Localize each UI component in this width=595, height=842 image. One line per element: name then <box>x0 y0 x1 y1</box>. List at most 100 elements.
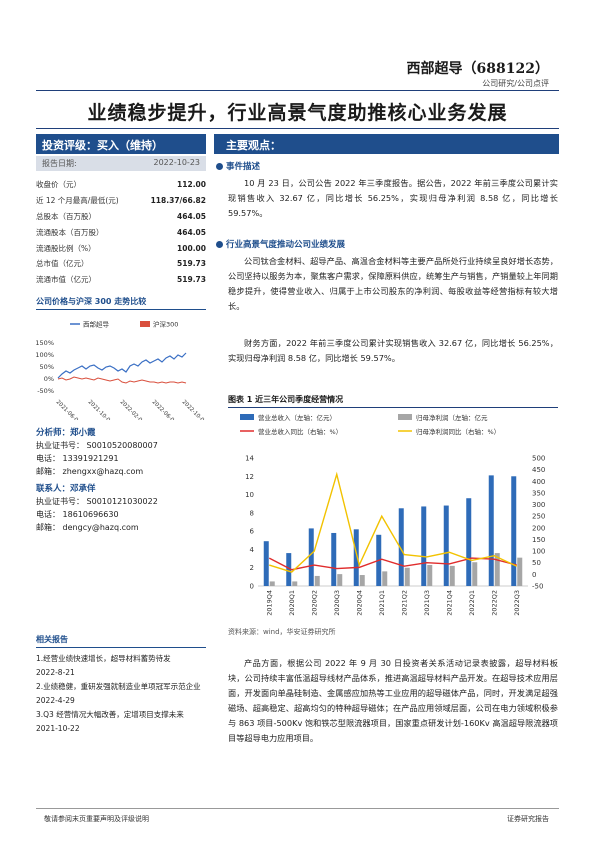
stat-value: 100.00 <box>177 243 206 253</box>
section-event-title: 事件描述 <box>226 162 261 172</box>
y-left-tick-label: 8 <box>250 509 254 517</box>
growth-line <box>269 471 518 573</box>
profit-bar <box>337 574 343 586</box>
profit-bar <box>517 557 523 586</box>
stat-label: 总市值（亿元） <box>36 259 89 269</box>
legend-label: 营业总收入（左轴：亿元） <box>258 413 336 422</box>
revenue-bar <box>353 529 359 586</box>
stat-value: 118.37/66.82 <box>150 196 206 206</box>
stock-line <box>57 352 187 379</box>
analyst-1-cert: 执业证书号： S0010520080007 <box>36 441 158 450</box>
x-tick-label: 2020Q4 <box>355 590 363 616</box>
y-left-tick-label: 4 <box>250 546 255 554</box>
x-tick-label: 2022Q1 <box>468 590 476 616</box>
y-right-tick-label: 300 <box>532 501 545 509</box>
price-x-tick: 2021-10-09 <box>87 399 114 420</box>
stat-label: 近 12 个月最高/最低(元) <box>36 196 119 206</box>
industry-paragraph: 公司钛合金材料、超导产品、高温合金材料等主要产品所处行业持续呈良好增长态势，公司… <box>228 256 558 311</box>
stat-label: 总股本（百万股） <box>36 211 96 221</box>
header-divider <box>36 90 559 91</box>
x-tick-label: 2020Q1 <box>288 590 296 616</box>
profit-bar <box>292 581 298 586</box>
x-tick-label: 2021Q1 <box>378 590 386 616</box>
y-left-tick-label: 0 <box>250 583 254 591</box>
x-tick-label: 2020Q3 <box>333 590 341 616</box>
stat-value: 112.00 <box>177 180 206 190</box>
y-right-tick-label: 450 <box>532 466 545 474</box>
figure-divider <box>228 407 558 408</box>
x-tick-label: 2022Q3 <box>513 590 521 616</box>
y-right-tick-label: 500 <box>532 455 545 463</box>
x-tick-label: 2021Q4 <box>445 590 453 616</box>
related-report-item[interactable]: 2.业绩稳健，重研发强就制造业单项冠军示范企业 2022-4-29 <box>36 680 206 707</box>
analyst-2-block: 联系人：邓承佯 执业证书号： S0010121030022 电话： 186106… <box>36 482 206 535</box>
profit-bar <box>494 553 500 586</box>
stat-value: 519.73 <box>177 275 206 285</box>
y-right-tick-label: 250 <box>532 513 545 521</box>
revenue-bar <box>398 508 404 586</box>
analyst-1-phone: 电话： 13391921291 <box>36 454 119 463</box>
stat-value: 464.05 <box>177 227 206 237</box>
price-y-tick: 50% <box>40 363 54 371</box>
figure-source: 资料来源：wind，华安证券研究所 <box>228 628 336 636</box>
analyst-1-name: 分析师：郑小霞 <box>36 428 96 438</box>
revenue-bar <box>263 541 269 586</box>
y-right-tick-label: 350 <box>532 489 545 497</box>
price-y-tick: 0% <box>44 375 54 383</box>
stat-row: 收盘价（元） 112.00 <box>36 177 206 193</box>
y-right-tick-label: 400 <box>532 478 545 486</box>
analyst-1-email[interactable]: 邮箱： zhengxx@hazq.com <box>36 467 144 476</box>
related-report-date: 2022-8-21 <box>36 667 75 677</box>
legend-label: 归母净利润同比（右轴：%） <box>416 427 500 436</box>
stat-value: 519.73 <box>177 259 206 269</box>
stat-row: 总股本（百万股） 464.05 <box>36 209 206 225</box>
y-right-tick-label: 200 <box>532 524 545 532</box>
y-right-tick-label: 0 <box>532 571 536 579</box>
product-paragraph: 产品方面，根据公司 2022 年 9 月 30 日投资者关系活动记录表披露，超导… <box>228 658 558 743</box>
revenue-bar <box>286 553 292 586</box>
y-left-tick-label: 2 <box>250 564 254 572</box>
price-x-tick: 2021-06-09 <box>55 399 82 420</box>
event-paragraph: 10 月 23 日，公司公告 2022 年三季度报告。据公告，2022 年前三季… <box>228 178 558 218</box>
revenue-bar <box>466 498 472 586</box>
price-y-tick: 100% <box>36 351 54 359</box>
section-industry-heading: 行业高景气度推动公司业绩发展 <box>216 238 345 250</box>
stat-row: 流通市值（亿元） 519.73 <box>36 272 206 288</box>
price-y-tick: 150% <box>36 339 54 347</box>
bullet-icon <box>216 163 223 170</box>
analyst-2-phone: 电话： 18610696630 <box>36 510 119 519</box>
stock-stats-table: 收盘价（元） 112.00 近 12 个月最高/最低(元) 118.37/66.82… <box>36 177 206 288</box>
headline-divider <box>36 128 559 129</box>
price-chart-title: 公司价格与沪深 300 走势比较 <box>36 296 206 310</box>
x-tick-label: 2021Q3 <box>423 590 431 616</box>
finance-paragraph: 财务方面，2022 年前三季度公司累计实现销售收入 32.67 亿，同比增长 5… <box>228 338 558 363</box>
profit-bar <box>314 575 320 586</box>
price-x-tick: 2022-06-09 <box>151 399 178 420</box>
legend-label: 归母净利润（左轴：亿元 <box>416 413 488 422</box>
related-report-text: 1.经营业绩快速增长，超导材料蓄势待发 <box>36 654 171 663</box>
profit-bar <box>359 575 365 586</box>
profit-bar <box>449 565 455 586</box>
y-right-tick-label: 150 <box>532 536 545 544</box>
analyst-2-name: 联系人：邓承佯 <box>36 484 96 494</box>
related-reports-list: 1.经营业绩快速增长，超导材料蓄势待发 2022-8-21 2.业绩稳健，重研发强… <box>36 652 206 736</box>
report-date-label: 报告日期: <box>42 159 77 168</box>
analyst-2-email[interactable]: 邮箱： dengcy@hazq.com <box>36 523 139 532</box>
related-report-item[interactable]: 3.Q3 经营情况大幅改善，定增项目支撑未来 2021-10-22 <box>36 708 206 735</box>
footer-disclaimer[interactable]: 敬请参阅末页重要声明及评级说明 <box>44 815 149 823</box>
bullet-icon <box>216 241 223 248</box>
growth-line <box>268 557 517 571</box>
profit-bar <box>382 571 388 586</box>
stat-label: 流通市值（亿元） <box>36 275 96 285</box>
related-report-item[interactable]: 1.经营业绩快速增长，超导材料蓄势待发 2022-8-21 <box>36 652 206 679</box>
legend-label-index: 沪深300 <box>153 320 178 329</box>
analyst-1-block: 分析师：郑小霞 执业证书号： S0010520080007 电话： 133919… <box>36 426 206 479</box>
profit-bar <box>404 567 410 586</box>
revenue-bar <box>511 476 517 586</box>
legend-label: 营业总收入同比（右轴：%） <box>258 427 342 436</box>
index-line <box>57 376 187 384</box>
revenue-bar <box>331 532 337 586</box>
stat-label: 收盘价（元） <box>36 180 81 190</box>
footer-divider <box>36 808 559 809</box>
